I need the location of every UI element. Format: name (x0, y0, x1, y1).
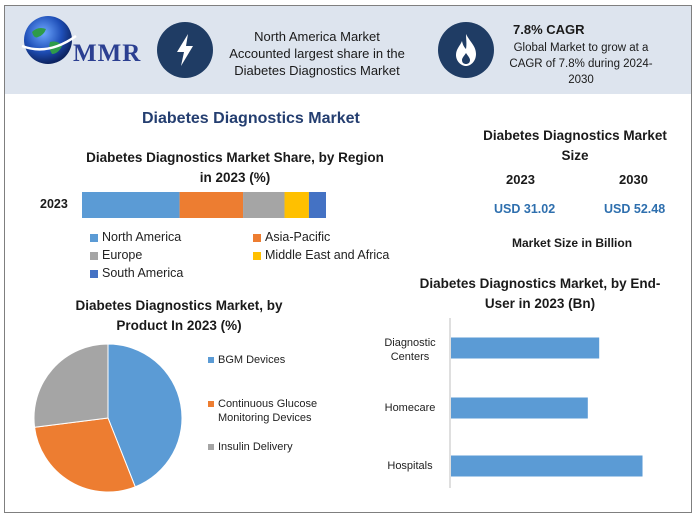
legend-item-europe: Europe (90, 248, 142, 262)
fact-north-america: North America Market Accounted largest s… (222, 28, 412, 79)
title-line: Size (561, 148, 589, 163)
legend-label: BGM Devices (218, 354, 286, 366)
end-user-category-homecare: Homecare (384, 402, 436, 414)
legend-label: South America (102, 266, 184, 280)
legend-label: Insulin Delivery (218, 441, 293, 453)
product-chart-title: Diabetes Diagnostics Market, by Product … (54, 296, 304, 336)
legend-swatch (90, 233, 98, 242)
bar-segment-europe (243, 192, 285, 218)
cagr-line: CAGR of 7.8% during 2024- (509, 58, 653, 70)
legend-swatch (208, 444, 214, 451)
pie-slice-continuous-glucose-monitoring-devices (34, 417, 136, 493)
legend-swatch (208, 401, 214, 408)
market-size-value-2030: USD 52.48 (604, 202, 666, 216)
market-size-note: Market Size in Billion (512, 236, 633, 250)
pie-legend-insulin: Insulin Delivery (208, 440, 293, 454)
cagr-title: 7.8% CAGR (513, 22, 585, 37)
flame-icon (438, 22, 494, 78)
title-line: Diabetes Diagnostics Market (483, 128, 667, 143)
legend-item-asia-pacific: Asia-Pacific (253, 230, 330, 244)
legend-swatch (253, 251, 261, 260)
title-line: Diabetes Diagnostics Market Share, by Re… (86, 150, 384, 165)
legend-label: Asia-Pacific (265, 230, 331, 244)
region-category-label: 2023 (40, 197, 68, 211)
legend-label: Monitoring Devices (218, 412, 312, 424)
market-size-year-2023: 2023 (506, 172, 535, 187)
market-size-year-2030: 2030 (619, 172, 648, 187)
legend-swatch (208, 357, 214, 364)
bar-segment-middle-east-and-africa (284, 192, 309, 218)
legend-label: Europe (102, 248, 143, 262)
region-chart-title: Diabetes Diagnostics Market Share, by Re… (70, 148, 400, 188)
market-size-title: Diabetes Diagnostics Market Size (470, 126, 680, 166)
legend-item-north-america: North America (90, 230, 181, 244)
globe-icon (21, 16, 77, 64)
end-user-category-diagnostic-centers: Diagnostic Centers (376, 336, 444, 364)
legend-swatch (90, 269, 98, 278)
title-line: Diabetes Diagnostics Market, by (75, 298, 283, 313)
legend-label: North America (102, 230, 182, 244)
legend-item-south-america: South America (90, 266, 183, 280)
logo-text: MMR (73, 40, 142, 67)
market-size-value-2023: USD 31.02 (494, 202, 556, 216)
title-line: User in 2023 (Bn) (484, 296, 596, 311)
legend-swatch (253, 233, 261, 242)
main-title: Diabetes Diagnostics Market (142, 110, 360, 127)
bar-homecare (451, 397, 588, 419)
end-user-category-hospitals: Hospitals (387, 460, 433, 472)
title-line: Diabetes Diagnostics Market, by End- (419, 276, 661, 291)
category-line: Diagnostic (384, 337, 436, 349)
region-stacked-bar (82, 192, 326, 218)
pie-slice-insulin-delivery (33, 343, 109, 428)
cagr-line: Global Market to grow at a (513, 42, 649, 54)
legend-item-middle-east-africa: Middle East and Africa (253, 248, 389, 262)
end-user-bar-chart (449, 318, 643, 488)
cagr-line: 2030 (568, 74, 594, 86)
pie-legend-cgm: Continuous Glucose Monitoring Devices (208, 397, 317, 425)
title-line: Product In 2023 (%) (116, 318, 242, 333)
category-line: Centers (390, 351, 430, 363)
end-user-chart-title: Diabetes Diagnostics Market, by End- Use… (405, 274, 675, 314)
legend-swatch (90, 251, 98, 260)
title-line: in 2023 (%) (199, 170, 271, 185)
legend-label: Continuous Glucose (218, 398, 318, 410)
header-band (5, 6, 691, 94)
bar-segment-asia-pacific (179, 192, 244, 218)
bar-segment-south-america (308, 192, 326, 218)
product-pie-chart (33, 343, 183, 493)
fact-line: Accounted largest share in the (229, 46, 405, 61)
bar-hospitals (451, 455, 643, 477)
pie-legend-bgm: BGM Devices (208, 353, 285, 367)
pie-slice-bgm-devices (107, 343, 183, 488)
cagr-text: Global Market to grow at a CAGR of 7.8% … (500, 40, 662, 88)
legend-label: Middle East and Africa (265, 248, 390, 262)
lightning-bolt-icon (157, 22, 213, 78)
fact-line: North America Market (254, 29, 380, 44)
bar-diagnostic-centers (451, 337, 600, 359)
bar-segment-north-america (82, 192, 180, 218)
fact-line: Diabetes Diagnostics Market (234, 63, 400, 78)
